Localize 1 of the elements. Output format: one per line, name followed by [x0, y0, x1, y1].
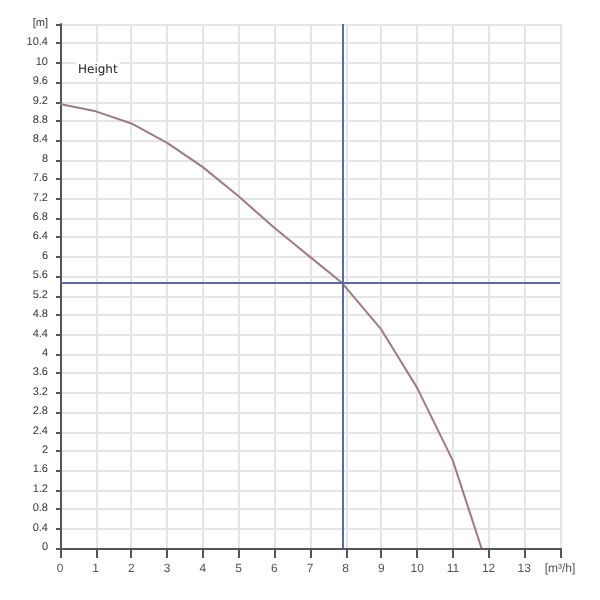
line-series [59, 103, 483, 549]
